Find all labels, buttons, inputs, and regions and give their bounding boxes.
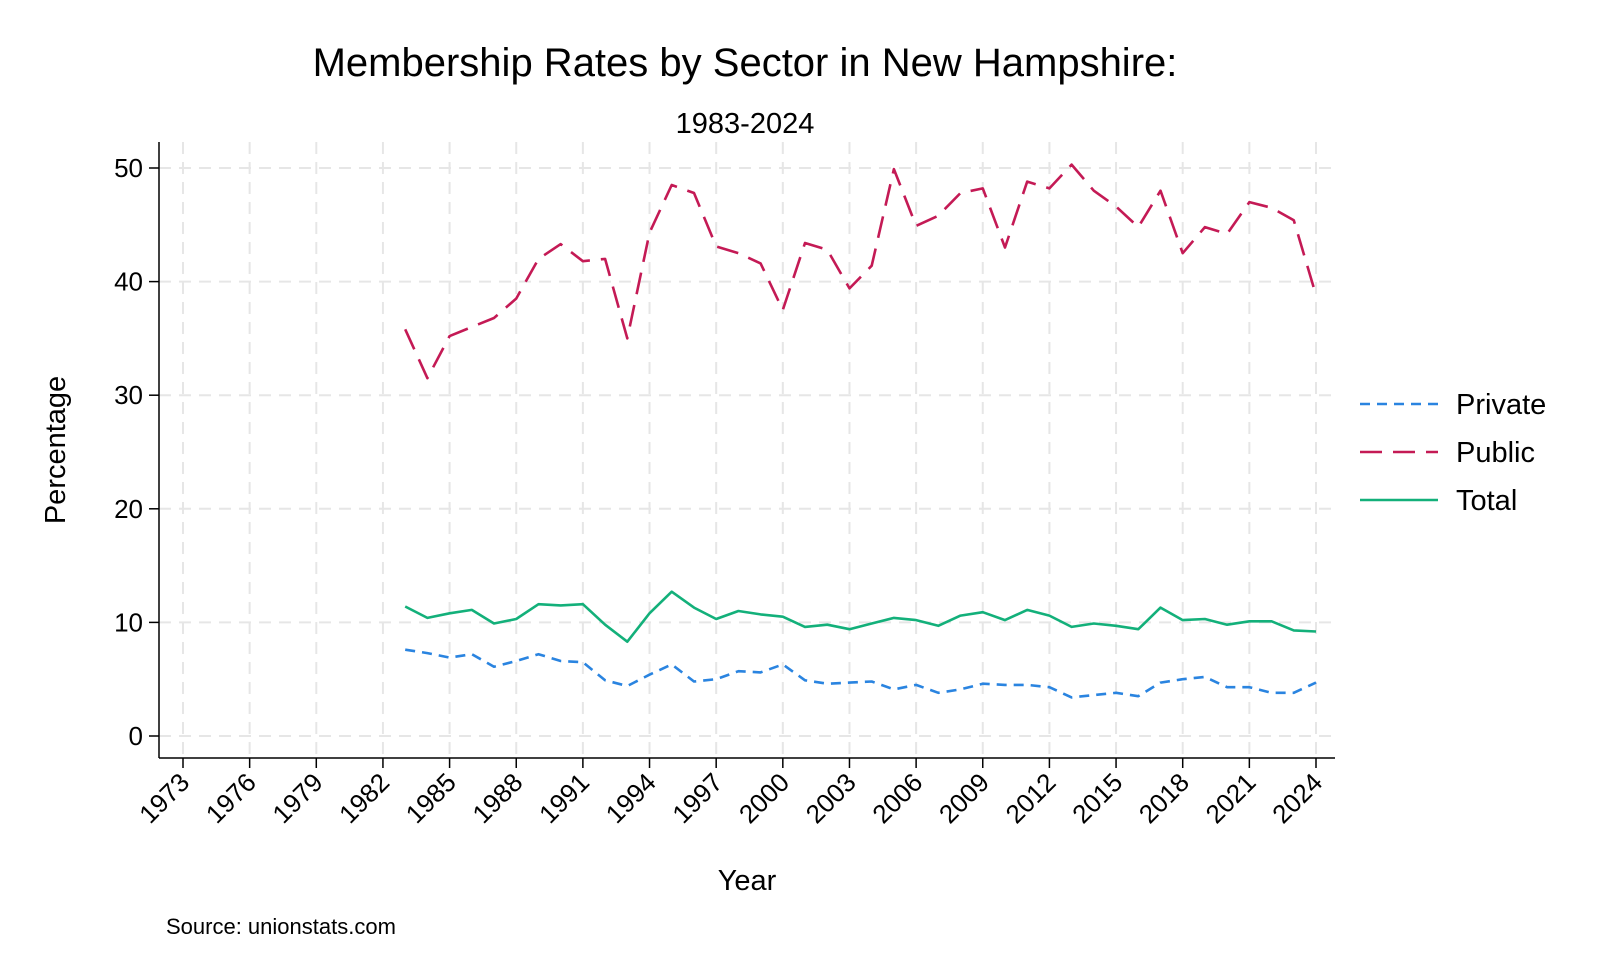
grid <box>159 142 1335 758</box>
legend-label-private: Private <box>1456 389 1546 421</box>
series-line-private <box>405 648 1317 699</box>
source-note: Source: unionstats.com <box>166 914 396 939</box>
y-tick-label: 20 <box>114 494 143 524</box>
y-tick-label: 50 <box>114 153 143 183</box>
y-tick-label: 0 <box>129 721 143 751</box>
y-tick-label: 30 <box>114 380 143 410</box>
series-line-public <box>404 163 1318 380</box>
y-tick-label: 40 <box>114 267 143 297</box>
chart-subtitle: 1983-2024 <box>676 108 815 140</box>
legend: Private Public Total <box>1360 389 1546 517</box>
axes <box>158 142 1335 759</box>
y-tick-label: 10 <box>114 607 143 637</box>
x-axis-title: Year <box>718 865 777 897</box>
chart-title: Membership Rates by Sector in New Hampsh… <box>313 41 1178 85</box>
y-axis-title: Percentage <box>40 376 72 524</box>
series-line-total <box>404 590 1317 644</box>
series-lines <box>404 163 1318 699</box>
legend-label-public: Public <box>1456 437 1535 469</box>
legend-label-total: Total <box>1456 485 1517 517</box>
y-ticks: 0 10 20 30 40 50 <box>114 153 159 751</box>
